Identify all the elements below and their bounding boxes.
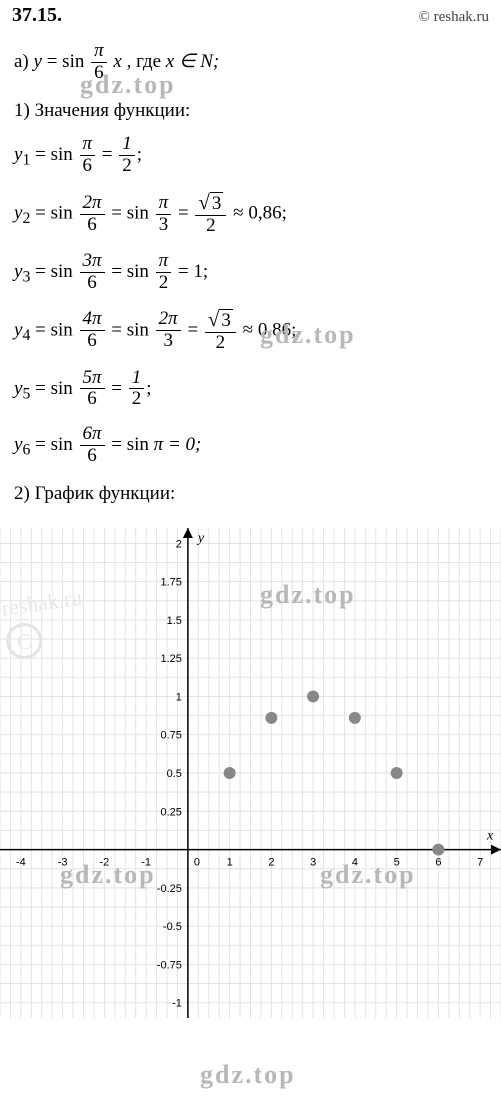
svg-text:y: y (196, 531, 205, 546)
svg-text:1: 1 (176, 691, 182, 703)
svg-text:-0.5: -0.5 (163, 921, 182, 933)
svg-text:4: 4 (352, 856, 358, 868)
header-row: 37.15. © reshak.ru (0, 0, 501, 27)
content-body: а) y = sin π 6 x , где x ∈ N; 1) Значени… (0, 27, 501, 524)
section-1-title: 1) Значения функции: (14, 98, 487, 125)
svg-text:1.75: 1.75 (160, 576, 181, 588)
svg-text:-1: -1 (141, 856, 151, 868)
svg-text:-0.25: -0.25 (157, 883, 182, 895)
svg-text:1.25: 1.25 (160, 653, 181, 665)
chart-container: -4 -3 -2 -1 1 2 3 4 5 6 7 2 1.75 1.5 1.25 1 0.75 0.5 0.25 -… (0, 528, 501, 1018)
site-credit: © reshak.ru (418, 9, 489, 26)
svg-text:0: 0 (194, 856, 200, 868)
svg-text:5: 5 (394, 856, 400, 868)
scatter-chart: -4 -3 -2 -1 1 2 3 4 5 6 7 2 1.75 1.5 1.25 1 0.75 0.5 0.25 -… (0, 528, 501, 1018)
y-value-line: y3 = sin 3π6 = sin π2 = 1; (14, 251, 487, 294)
svg-text:6: 6 (435, 856, 441, 868)
y-values-list: y1 = sin π6 = 12; y2 = sin 2π6 = sin π3 =… (14, 134, 487, 467)
y-value-line: y1 = sin π6 = 12; (14, 134, 487, 177)
y-value-line: y4 = sin 4π6 = sin 2π3 = 32 ≈ 0,86; (14, 308, 487, 354)
svg-text:7: 7 (477, 856, 483, 868)
svg-text:-3: -3 (58, 856, 68, 868)
svg-text:-2: -2 (99, 856, 109, 868)
svg-text:3: 3 (310, 856, 316, 868)
section-2-title: 2) График функции: (14, 481, 487, 508)
svg-text:-0.75: -0.75 (157, 959, 182, 971)
watermark: gdz.top (200, 1060, 296, 1090)
part-a-line: а) y = sin π 6 x , где x ∈ N; (14, 41, 487, 84)
frac-pi-6: π 6 (91, 41, 107, 84)
svg-text:x: x (486, 828, 494, 843)
svg-text:2: 2 (176, 538, 182, 550)
svg-text:1: 1 (227, 856, 233, 868)
svg-text:0.75: 0.75 (160, 729, 181, 741)
svg-text:-1: -1 (172, 997, 182, 1009)
svg-text:0.5: 0.5 (167, 768, 182, 780)
part-label: а) (14, 51, 29, 72)
svg-text:-4: -4 (16, 856, 26, 868)
problem-number: 37.15. (12, 4, 62, 27)
y-value-line: y6 = sin 6π6 = sin π = 0; (14, 424, 487, 467)
y-value-line: y2 = sin 2π6 = sin π3 = 32 ≈ 0,86; (14, 191, 487, 237)
svg-text:2: 2 (268, 856, 274, 868)
y-value-line: y5 = sin 5π6 = 12; (14, 368, 487, 411)
svg-text:1.5: 1.5 (167, 615, 182, 627)
svg-text:0.25: 0.25 (160, 806, 181, 818)
